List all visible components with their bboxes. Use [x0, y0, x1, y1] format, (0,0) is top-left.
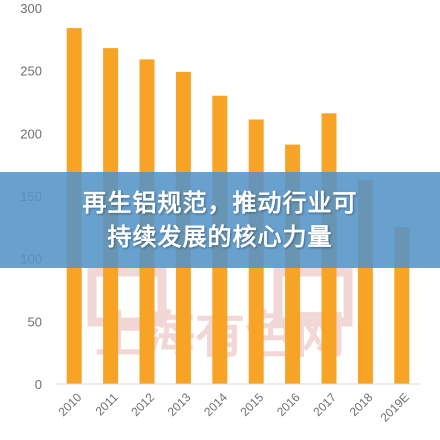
headline-banner: 再生铝规范，推动行业可 持续发展的核心力量	[0, 172, 440, 268]
headline-line-2: 持续发展的核心力量	[107, 223, 333, 251]
headline-line-1: 再生铝规范，推动行业可	[82, 189, 358, 217]
x-tick-label: 2019E	[377, 390, 411, 424]
x-tick-label: 2016	[274, 390, 303, 419]
x-tick-label: 2010	[56, 390, 85, 419]
x-tick-label: 2013	[165, 390, 194, 419]
y-tick-label: 200	[20, 126, 42, 141]
y-tick-label: 0	[35, 377, 42, 392]
y-tick-label: 300	[20, 1, 42, 16]
y-tick-label: 250	[20, 64, 42, 79]
x-tick-label: 2015	[238, 390, 267, 419]
x-tick-label: 2011	[93, 390, 121, 418]
x-tick-label: 2018	[347, 390, 376, 419]
x-tick-label: 2012	[128, 390, 157, 419]
watermark-box-right	[273, 267, 353, 327]
x-tick-label: 2014	[201, 390, 230, 419]
watermark-box-left	[87, 267, 167, 327]
y-tick-label: 50	[28, 314, 42, 329]
x-tick-label: 2017	[310, 390, 339, 419]
